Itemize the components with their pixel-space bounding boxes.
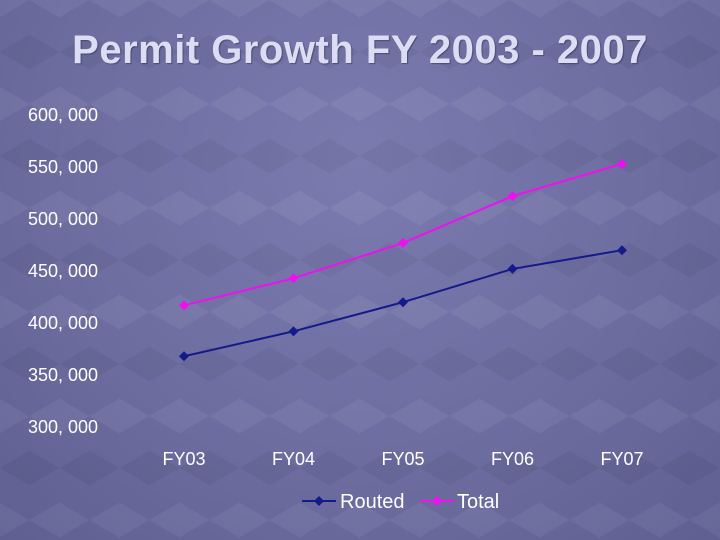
series-layer	[179, 158, 627, 362]
y-tick-label: 550, 000	[28, 157, 98, 177]
data-point	[179, 300, 189, 311]
data-point	[617, 158, 627, 169]
data-point	[398, 237, 408, 248]
y-tick-label: 500, 000	[28, 209, 98, 229]
y-tick-label: 300, 000	[28, 417, 98, 437]
data-point	[617, 245, 627, 256]
data-point	[288, 326, 299, 337]
y-tick-label: 600, 000	[28, 105, 98, 125]
legend-item: Routed	[302, 491, 405, 513]
y-tick-label: 450, 000	[28, 261, 98, 281]
data-point	[398, 297, 408, 308]
x-axis-ticks: FY03 FY04 FY05 FY06 FY07	[162, 449, 643, 469]
y-tick-label: 400, 000	[28, 313, 98, 333]
x-tick-label: FY04	[272, 449, 315, 469]
y-axis-ticks: 600, 000 550, 000 500, 000 450, 000 400, 000…	[28, 105, 98, 437]
legend-label: Total	[457, 491, 499, 513]
legend: Routed Total	[302, 491, 499, 513]
series-total	[179, 158, 627, 311]
x-tick-label: FY06	[491, 449, 534, 469]
legend-swatch-marker	[314, 496, 324, 506]
y-tick-label: 350, 000	[28, 365, 98, 385]
x-tick-label: FY03	[162, 449, 205, 469]
data-point	[507, 263, 518, 274]
legend-label: Routed	[340, 491, 405, 513]
data-point	[288, 273, 299, 284]
series-line	[183, 162, 623, 307]
legend-swatch-marker	[432, 496, 442, 506]
data-point	[179, 351, 189, 362]
legend-item: Total	[420, 491, 499, 513]
series-routed	[179, 245, 627, 362]
x-tick-label: FY05	[381, 449, 424, 469]
data-point	[507, 191, 518, 202]
slide-title: Permit Growth FY 2003 - 2007	[72, 28, 648, 72]
x-tick-label: FY07	[600, 449, 643, 469]
